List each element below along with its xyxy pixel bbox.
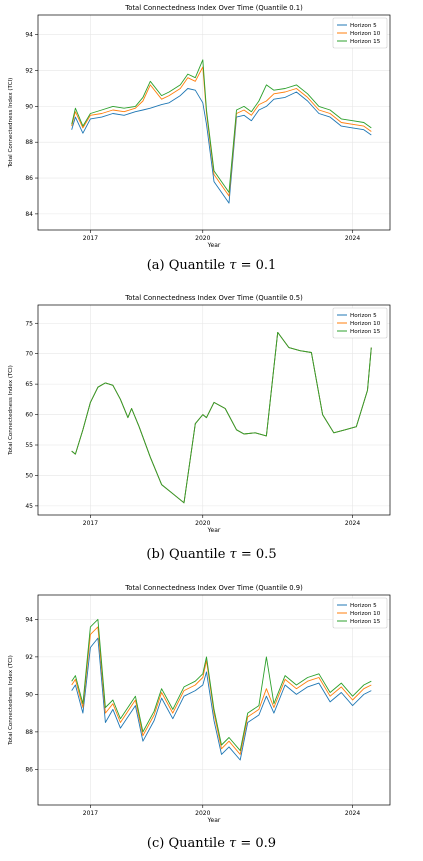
- y-tick-label: 90: [25, 103, 33, 110]
- y-tick-label: 75: [25, 320, 33, 327]
- chart-panel-a: Total Connectedness Index Over Time (Qua…: [0, 0, 423, 280]
- caption-value: = 0.5: [240, 547, 277, 562]
- x-tick-label: 2020: [195, 810, 210, 817]
- y-tick-label: 50: [25, 472, 33, 479]
- legend-label: Horizon 10: [350, 31, 381, 37]
- caption-label: (c): [146, 836, 165, 851]
- y-tick-label: 94: [25, 616, 33, 623]
- chart-title: Total Connectedness Index Over Time (Qua…: [124, 4, 303, 12]
- caption-a: (a) Quantile τ = 0.1: [0, 258, 423, 273]
- y-tick-label: 84: [25, 211, 33, 218]
- caption-label: (b): [146, 547, 165, 562]
- legend-label: Horizon 5: [350, 23, 377, 29]
- series-line-1: [71, 637, 372, 761]
- x-tick-label: 2024: [345, 810, 360, 817]
- y-tick-label: 86: [25, 175, 33, 182]
- legend-label: Horizon 15: [350, 329, 381, 335]
- chart-panel-c: Total Connectedness Index Over Time (Qua…: [0, 580, 423, 830]
- y-tick-label: 94: [25, 32, 33, 39]
- series-line-1: [71, 331, 372, 504]
- y-tick-label: 86: [25, 766, 33, 773]
- caption-value: = 0.1: [240, 258, 277, 273]
- chart-panel-b: Total Connectedness Index Over Time (Qua…: [0, 290, 423, 550]
- y-axis-label: Total Connectedness Index (TCI): [8, 655, 14, 746]
- x-tick-label: 2020: [195, 235, 210, 242]
- plot-frame: [37, 14, 391, 231]
- chart-b: Total Connectedness Index Over Time (Qua…: [8, 294, 391, 534]
- chart-title: Total Connectedness Index Over Time (Qua…: [124, 584, 303, 592]
- caption-c: (c) Quantile τ = 0.9: [0, 836, 423, 851]
- y-tick-label: 88: [25, 729, 33, 736]
- chart-title: Total Connectedness Index Over Time (Qua…: [124, 294, 303, 302]
- legend-label: Horizon 10: [350, 611, 381, 617]
- y-axis-label: Total Connectedness Index (TCI): [8, 365, 14, 456]
- legend-label: Horizon 5: [350, 313, 377, 319]
- series-line-3: [71, 331, 372, 504]
- caption-value: = 0.9: [240, 836, 277, 851]
- series-line-2: [71, 626, 372, 755]
- caption-label: (a): [146, 258, 165, 273]
- plot-frame: [37, 594, 391, 806]
- x-tick-label: 2017: [83, 235, 98, 242]
- x-tick-label: 2024: [345, 235, 360, 242]
- y-tick-label: 88: [25, 139, 33, 146]
- plot-frame: [37, 304, 391, 516]
- series-line-2: [71, 331, 372, 504]
- y-tick-label: 70: [25, 351, 33, 358]
- caption-text: Quantile: [168, 836, 225, 851]
- y-tick-label: 92: [25, 68, 33, 75]
- y-axis-label: Total Connectedness Index (TCI): [8, 78, 14, 169]
- legend-label: Horizon 10: [350, 321, 381, 327]
- x-axis-label: Year: [207, 242, 221, 249]
- y-tick-label: 92: [25, 654, 33, 661]
- x-tick-label: 2024: [345, 520, 360, 527]
- caption-b: (b) Quantile τ = 0.5: [0, 547, 423, 562]
- caption-text: Quantile: [168, 258, 226, 273]
- series-line-2: [71, 66, 372, 197]
- x-tick-label: 2020: [195, 520, 210, 527]
- series-line-1: [71, 88, 372, 204]
- caption-symbol: τ: [229, 547, 237, 562]
- legend-label: Horizon 5: [350, 603, 377, 609]
- x-tick-label: 2017: [83, 810, 98, 817]
- caption-symbol: τ: [229, 836, 237, 851]
- y-tick-label: 90: [25, 691, 33, 698]
- y-tick-label: 45: [25, 503, 33, 510]
- series-line-3: [71, 618, 372, 752]
- legend-label: Horizon 15: [350, 619, 381, 625]
- y-tick-label: 60: [25, 412, 33, 419]
- caption-text: Quantile: [169, 547, 226, 562]
- chart-c: Total Connectedness Index Over Time (Qua…: [8, 584, 391, 824]
- x-axis-label: Year: [207, 527, 221, 534]
- caption-symbol: τ: [229, 258, 237, 273]
- y-tick-label: 55: [25, 442, 33, 449]
- x-tick-label: 2017: [83, 520, 98, 527]
- legend-label: Horizon 15: [350, 39, 381, 45]
- series-line-3: [71, 59, 372, 193]
- chart-a: Total Connectedness Index Over Time (Qua…: [8, 4, 391, 249]
- y-tick-label: 65: [25, 381, 33, 388]
- x-axis-label: Year: [207, 817, 221, 824]
